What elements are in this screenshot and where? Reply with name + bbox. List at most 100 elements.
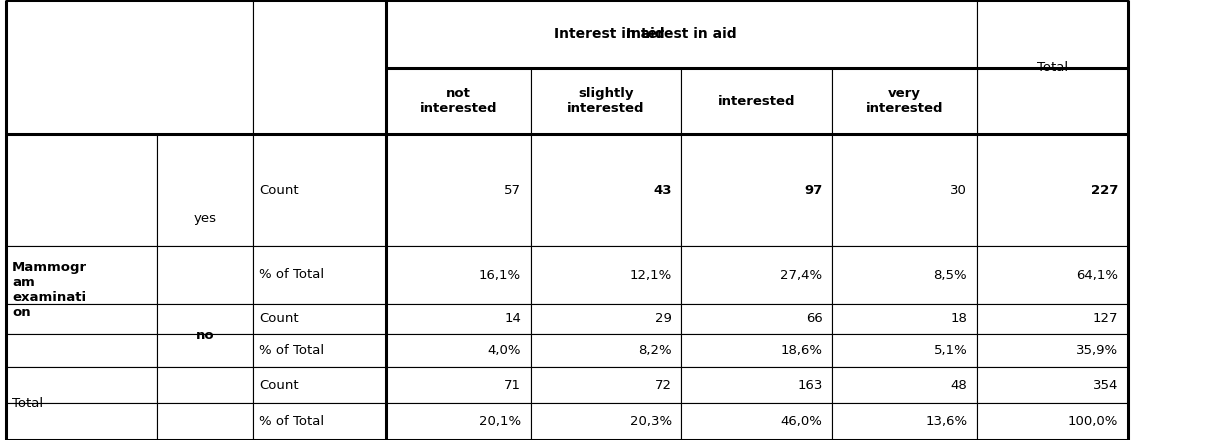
Bar bbox=[681, 367, 832, 403]
Bar bbox=[832, 134, 977, 246]
Text: 27,4%: 27,4% bbox=[780, 268, 822, 282]
Bar bbox=[386, 134, 531, 246]
Text: 20,3%: 20,3% bbox=[630, 415, 672, 428]
Text: not
interested: not interested bbox=[420, 87, 497, 115]
Bar bbox=[6, 0, 253, 134]
Text: 8,5%: 8,5% bbox=[933, 268, 967, 282]
Bar bbox=[253, 334, 386, 367]
Bar bbox=[6, 246, 157, 304]
Bar bbox=[386, 334, 531, 367]
Text: 97: 97 bbox=[804, 184, 822, 197]
Text: 30: 30 bbox=[950, 184, 967, 197]
Text: 8,2%: 8,2% bbox=[638, 345, 672, 357]
Text: 29: 29 bbox=[655, 312, 672, 326]
Bar bbox=[977, 304, 1128, 334]
Bar bbox=[681, 246, 832, 304]
Bar bbox=[6, 304, 157, 334]
Text: 71: 71 bbox=[504, 378, 521, 392]
Text: 18: 18 bbox=[950, 312, 967, 326]
Bar bbox=[832, 403, 977, 440]
Text: 354: 354 bbox=[1093, 378, 1118, 392]
Bar bbox=[832, 367, 977, 403]
Bar bbox=[386, 68, 531, 134]
Bar bbox=[6, 367, 157, 403]
Text: Interest in aid: Interest in aid bbox=[626, 27, 737, 41]
Text: 57: 57 bbox=[504, 184, 521, 197]
Text: 127: 127 bbox=[1093, 312, 1118, 326]
Text: 12,1%: 12,1% bbox=[630, 268, 672, 282]
Bar bbox=[386, 246, 531, 304]
Bar bbox=[253, 367, 386, 403]
Text: yes: yes bbox=[193, 213, 217, 225]
Text: 64,1%: 64,1% bbox=[1076, 268, 1118, 282]
Bar bbox=[832, 334, 977, 367]
Bar bbox=[253, 403, 386, 440]
Bar bbox=[386, 304, 531, 334]
Bar bbox=[832, 246, 977, 304]
Bar bbox=[832, 304, 977, 334]
Text: 35,9%: 35,9% bbox=[1076, 345, 1118, 357]
Bar bbox=[531, 334, 681, 367]
Text: very
interested: very interested bbox=[866, 87, 943, 115]
Text: Count: Count bbox=[259, 312, 299, 326]
Text: Total: Total bbox=[12, 397, 43, 410]
Bar bbox=[977, 246, 1128, 304]
Text: Interest in aid: Interest in aid bbox=[554, 27, 665, 41]
Bar bbox=[253, 246, 386, 304]
Text: % of Total: % of Total bbox=[259, 345, 324, 357]
Text: interested: interested bbox=[718, 95, 796, 108]
Bar bbox=[253, 304, 386, 334]
Bar bbox=[977, 0, 1128, 134]
Bar bbox=[681, 68, 832, 134]
Bar bbox=[531, 246, 681, 304]
Bar bbox=[386, 403, 531, 440]
Text: % of Total: % of Total bbox=[259, 268, 324, 282]
Text: 5,1%: 5,1% bbox=[933, 345, 967, 357]
Bar bbox=[681, 403, 832, 440]
Text: Count: Count bbox=[259, 184, 299, 197]
Text: 66: 66 bbox=[806, 312, 822, 326]
Bar bbox=[531, 304, 681, 334]
Bar bbox=[977, 367, 1128, 403]
Text: 18,6%: 18,6% bbox=[780, 345, 822, 357]
Text: 14: 14 bbox=[504, 312, 521, 326]
Bar bbox=[977, 403, 1128, 440]
Bar bbox=[681, 304, 832, 334]
Text: slightly
interested: slightly interested bbox=[567, 87, 645, 115]
Bar bbox=[157, 246, 253, 304]
Bar bbox=[157, 334, 253, 367]
Text: 100,0%: 100,0% bbox=[1067, 415, 1118, 428]
Text: Count: Count bbox=[259, 378, 299, 392]
Bar bbox=[386, 367, 531, 403]
Text: Mammogr
am
examinati
on: Mammogr am examinati on bbox=[12, 260, 87, 319]
Bar bbox=[531, 367, 681, 403]
Bar bbox=[531, 403, 681, 440]
Bar bbox=[253, 134, 386, 246]
Text: 163: 163 bbox=[797, 378, 822, 392]
Text: 46,0%: 46,0% bbox=[780, 415, 822, 428]
Bar bbox=[157, 403, 253, 440]
Bar bbox=[157, 134, 253, 246]
Text: 43: 43 bbox=[654, 184, 672, 197]
Bar bbox=[6, 334, 157, 367]
Text: 72: 72 bbox=[655, 378, 672, 392]
Bar bbox=[832, 68, 977, 134]
Bar bbox=[6, 403, 157, 440]
Bar bbox=[977, 134, 1128, 246]
Bar bbox=[681, 134, 832, 246]
Text: % of Total: % of Total bbox=[259, 415, 324, 428]
Bar bbox=[6, 134, 157, 246]
Text: 20,1%: 20,1% bbox=[479, 415, 521, 428]
Bar bbox=[531, 68, 681, 134]
Text: 13,6%: 13,6% bbox=[925, 415, 967, 428]
Bar bbox=[531, 134, 681, 246]
Bar bbox=[253, 0, 386, 134]
Text: 4,0%: 4,0% bbox=[487, 345, 521, 357]
Bar bbox=[977, 334, 1128, 367]
Text: 16,1%: 16,1% bbox=[479, 268, 521, 282]
Text: 227: 227 bbox=[1090, 184, 1118, 197]
Text: 48: 48 bbox=[950, 378, 967, 392]
Text: no: no bbox=[195, 329, 215, 342]
Bar bbox=[386, 0, 977, 68]
Bar bbox=[157, 367, 253, 403]
